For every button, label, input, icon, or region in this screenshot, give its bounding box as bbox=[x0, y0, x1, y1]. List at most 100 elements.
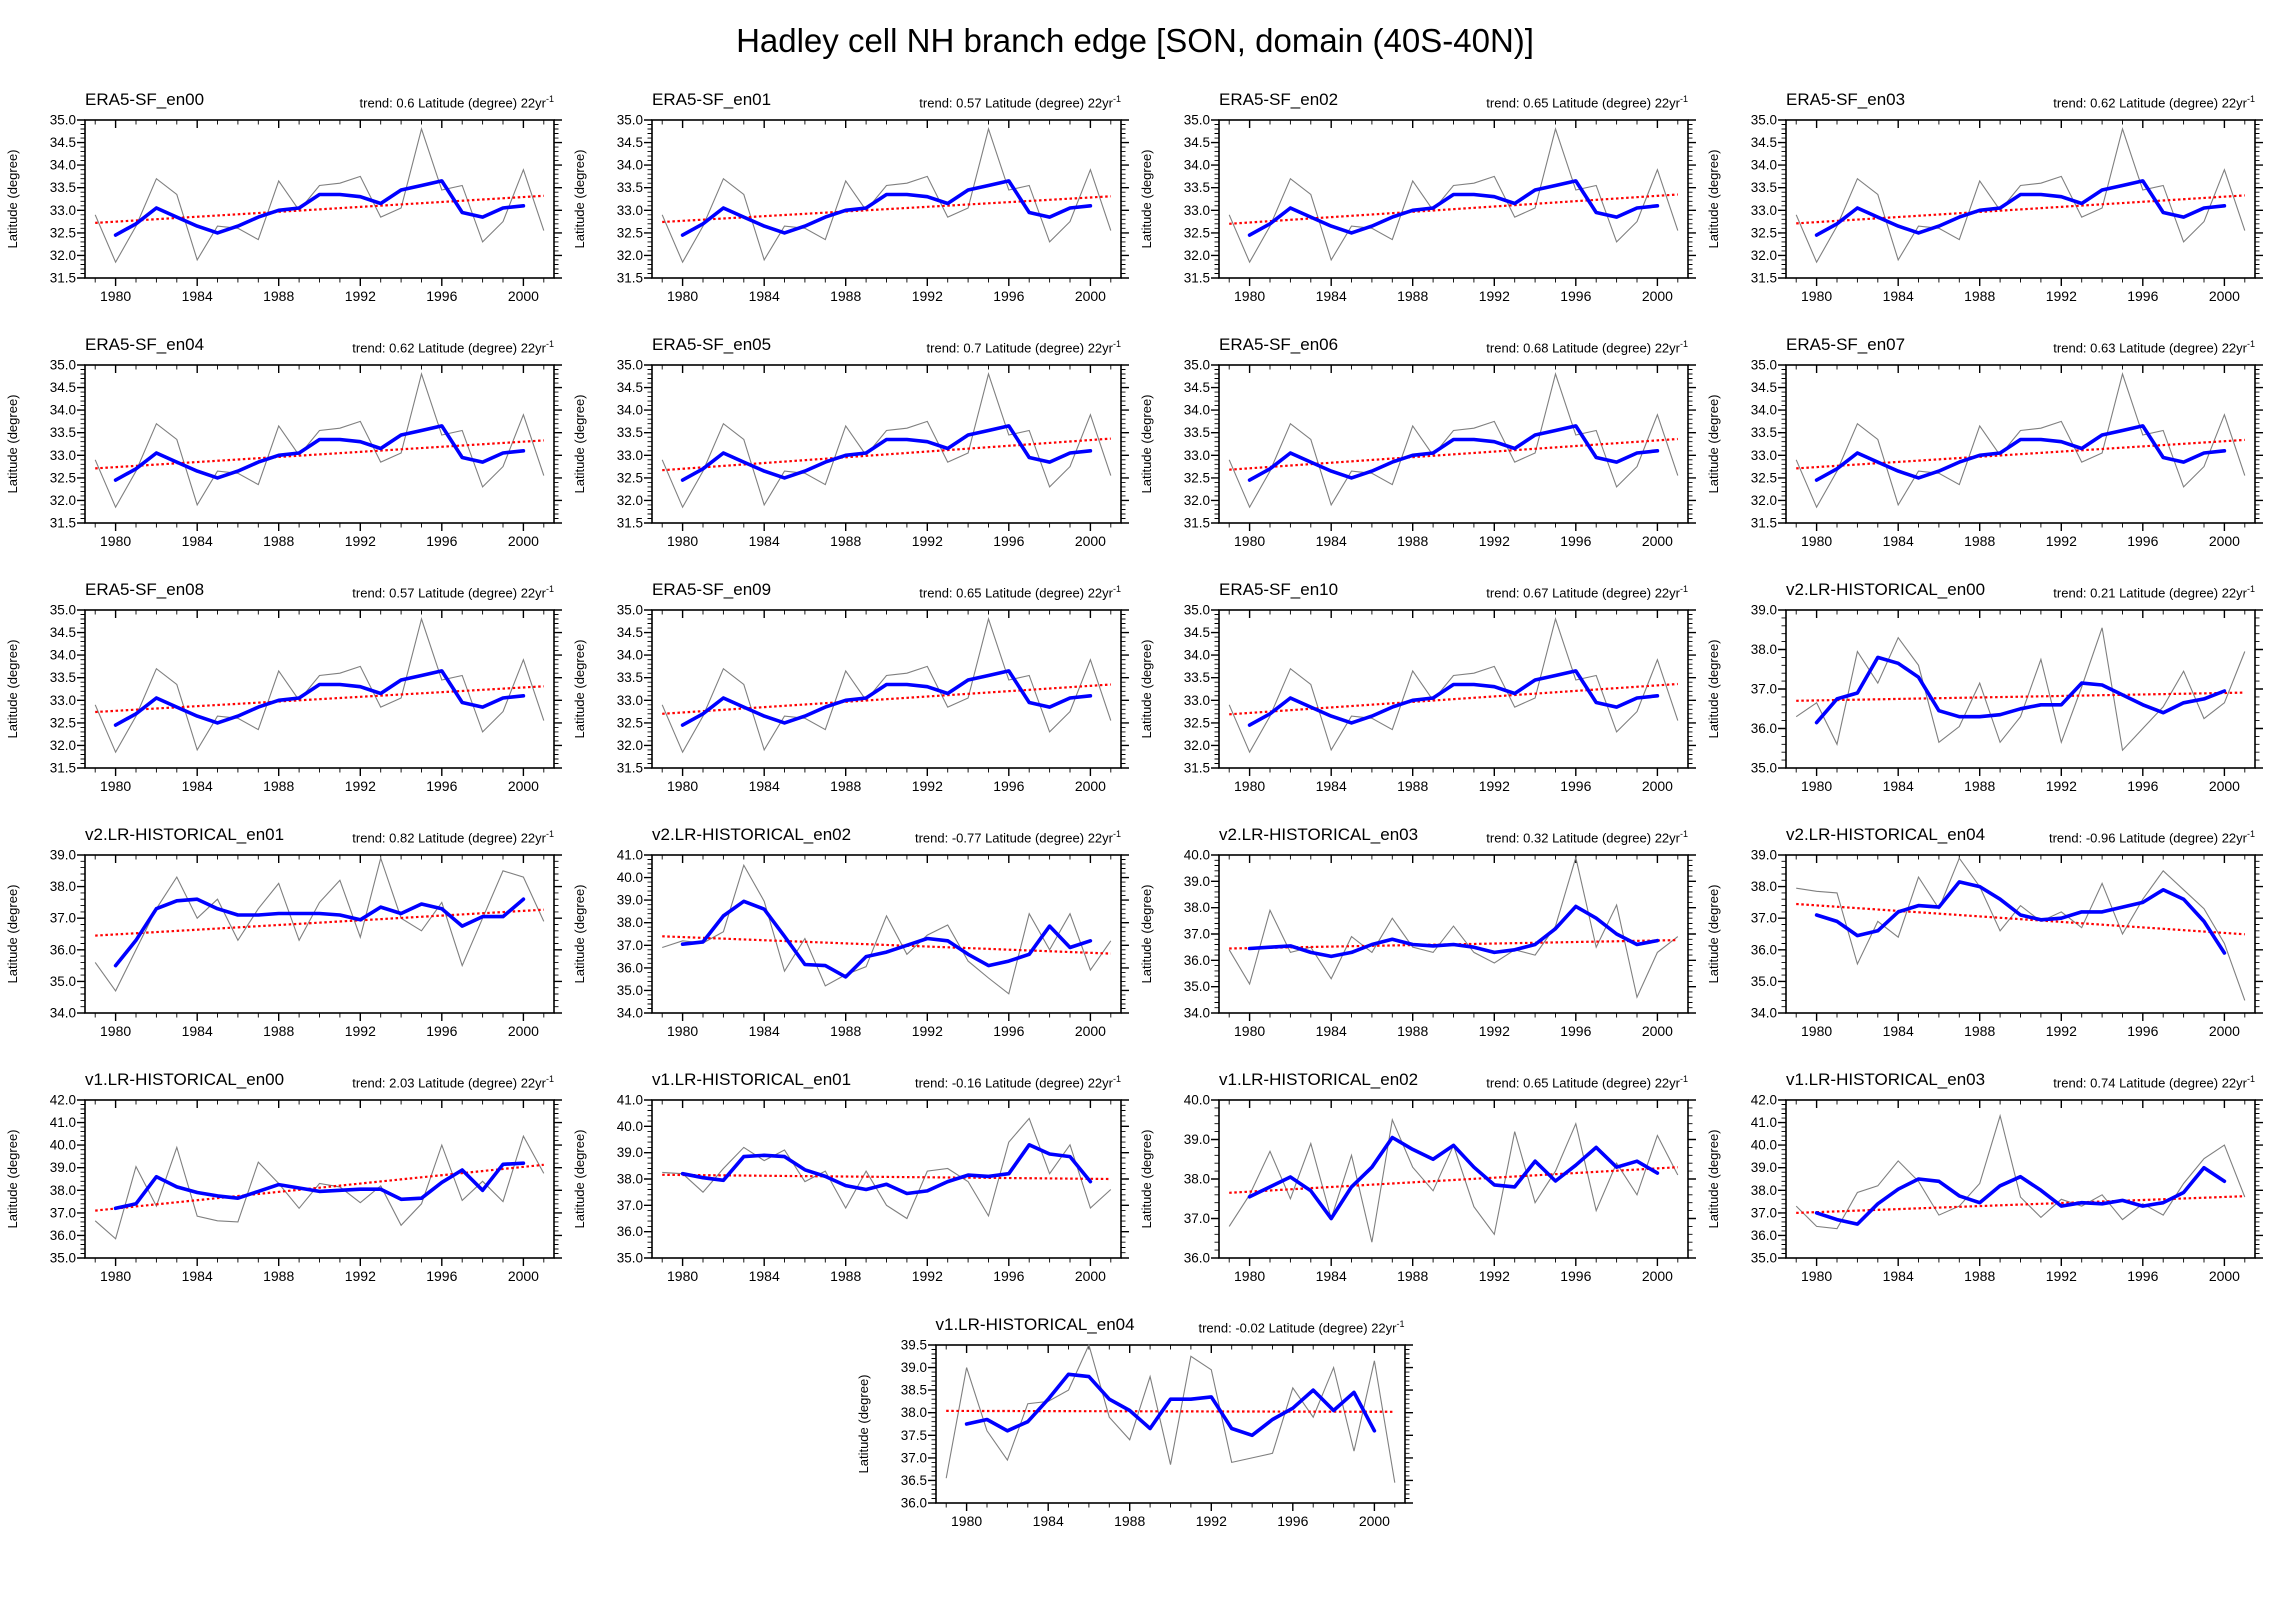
y-tick-label: 38.0 bbox=[50, 1183, 76, 1198]
x-tick-label: 1980 bbox=[1801, 1023, 1832, 1039]
plot-area: 1980 1984 1988 1992 1996 2000 34.0 35.0 36.0 37.0… bbox=[1706, 848, 2263, 1039]
y-tick-label: 33.5 bbox=[1184, 180, 1210, 195]
panel-title: v1.LR-HISTORICAL_en04 bbox=[935, 1315, 1135, 1334]
trend-line bbox=[95, 908, 544, 937]
y-axis-title: Latitude (degree) bbox=[1706, 1129, 1721, 1228]
x-tick-label: 1980 bbox=[100, 1023, 131, 1039]
x-tick-label: 1984 bbox=[182, 1023, 213, 1039]
smoothed-series-line bbox=[1247, 179, 1660, 237]
plot-box bbox=[651, 364, 1122, 524]
y-tick-label: 34.0 bbox=[1751, 403, 1777, 418]
major-ticks bbox=[1778, 609, 2263, 776]
x-tick-label: 1980 bbox=[1234, 288, 1265, 304]
x-tick-label: 1980 bbox=[1801, 533, 1832, 549]
smoothed-series-line bbox=[1247, 424, 1660, 482]
y-tick-label: 33.5 bbox=[1184, 425, 1210, 440]
y-tick-label: 32.5 bbox=[50, 715, 76, 730]
panel-title: v2.LR-HISTORICAL_en01 bbox=[85, 825, 285, 844]
trend-exponent: -1 bbox=[1112, 93, 1121, 104]
x-tick-label: 2000 bbox=[1075, 778, 1106, 794]
panel-row: v1.LR-HISTORICAL_en00 trend: 2.03 Latitu… bbox=[0, 1066, 2270, 1290]
chart-panel: ERA5-SF_en09 trend: 0.65 Latitude (degre… bbox=[568, 576, 1135, 800]
y-tick-label: 33.0 bbox=[50, 203, 76, 218]
x-tick-label: 2000 bbox=[1642, 1268, 1673, 1284]
y-tick-label: 37.0 bbox=[617, 1198, 643, 1213]
chart-panel: v1.LR-HISTORICAL_en02 trend: 0.65 Latitu… bbox=[1135, 1066, 1702, 1290]
panel-header: v1.LR-HISTORICAL_en01 trend: -0.16 Latit… bbox=[568, 1066, 1135, 1090]
raw-series-line bbox=[94, 1134, 545, 1240]
y-tick-label: 34.0 bbox=[1184, 158, 1210, 173]
y-axis-title: Latitude (degree) bbox=[1706, 639, 1721, 738]
y-axis-title: Latitude (degree) bbox=[1706, 884, 1721, 983]
plot-box bbox=[1785, 1099, 2256, 1259]
major-ticks bbox=[644, 854, 1129, 1021]
x-tick-label: 1992 bbox=[345, 1268, 376, 1284]
minor-ticks bbox=[1214, 610, 1693, 773]
y-tick-label: 38.0 bbox=[1751, 879, 1777, 894]
trend-exponent: -1 bbox=[1112, 1073, 1121, 1084]
trend-annotation: trend: 0.62 Latitude (degree) 22yr-1 bbox=[352, 338, 554, 355]
trend-exponent: -1 bbox=[1679, 338, 1688, 349]
x-tick-label: 1996 bbox=[993, 533, 1024, 549]
x-tick-label: 1988 bbox=[1397, 778, 1428, 794]
chart-panel: v2.LR-HISTORICAL_en02 trend: -0.77 Latit… bbox=[568, 821, 1135, 1045]
x-tick-label: 1988 bbox=[1397, 1023, 1428, 1039]
y-tick-label: 35.0 bbox=[50, 113, 76, 128]
y-tick-label: 34.5 bbox=[50, 380, 76, 395]
raw-series-line bbox=[945, 1343, 1395, 1483]
x-tick-label: 1988 bbox=[1964, 1023, 1995, 1039]
raw-series-line bbox=[661, 127, 1112, 264]
raw-series-line bbox=[661, 372, 1112, 509]
trend-exponent: -1 bbox=[2246, 828, 2255, 839]
minor-ticks bbox=[647, 120, 1126, 283]
y-tick-label: 36.0 bbox=[900, 1496, 926, 1511]
x-tick-label: 1984 bbox=[182, 533, 213, 549]
smoothed-series-line bbox=[1814, 1165, 2227, 1226]
panel-title: v2.LR-HISTORICAL_en03 bbox=[1219, 825, 1419, 844]
x-tick-label: 1992 bbox=[1479, 778, 1510, 794]
y-tick-label: 36.0 bbox=[50, 1228, 76, 1243]
trend-line bbox=[1229, 193, 1678, 225]
panel-title: v1.LR-HISTORICAL_en00 bbox=[85, 1070, 285, 1089]
x-tick-label: 1988 bbox=[263, 778, 294, 794]
smoothed-series-line bbox=[113, 179, 526, 237]
y-tick-label: 32.5 bbox=[1184, 715, 1210, 730]
x-tick-label: 2000 bbox=[1642, 1023, 1673, 1039]
panel-header: v1.LR-HISTORICAL_en03 trend: 0.74 Latitu… bbox=[1702, 1066, 2269, 1090]
y-tick-label: 42.0 bbox=[50, 1093, 76, 1108]
x-tick-label: 1984 bbox=[749, 1268, 780, 1284]
smoothed-series-line bbox=[680, 179, 1093, 237]
raw-series-line bbox=[1228, 372, 1679, 509]
y-axis-title: Latitude (degree) bbox=[1139, 639, 1154, 738]
x-tick-label: 1984 bbox=[1883, 288, 1914, 304]
x-tick-label: 2000 bbox=[1642, 533, 1673, 549]
smoothed-series-line bbox=[1814, 655, 2227, 725]
trend-exponent: -1 bbox=[1679, 93, 1688, 104]
plot-box bbox=[651, 1099, 1122, 1259]
trend-annotation: trend: -0.96 Latitude (degree) 22yr-1 bbox=[2048, 828, 2255, 845]
minor-ticks bbox=[1781, 365, 2260, 528]
x-tick-label: 1988 bbox=[263, 1268, 294, 1284]
trend-line bbox=[1229, 939, 1678, 950]
y-axis-title: Latitude (degree) bbox=[1706, 394, 1721, 493]
y-tick-label: 32.5 bbox=[617, 225, 643, 240]
x-tick-label: 1996 bbox=[993, 778, 1024, 794]
plot-area: 1980 1984 1988 1992 1996 2000 31.5 32.0 32.5 33.0… bbox=[1139, 603, 1696, 794]
smoothed-series-line bbox=[1247, 669, 1660, 727]
y-tick-label: 33.0 bbox=[50, 693, 76, 708]
y-tick-label: 41.0 bbox=[617, 848, 643, 863]
x-tick-label: 1988 bbox=[830, 288, 861, 304]
y-tick-label: 33.5 bbox=[50, 425, 76, 440]
smoothed-series-line bbox=[113, 424, 526, 482]
trend-line bbox=[662, 1173, 1111, 1181]
raw-series-line bbox=[1228, 127, 1679, 264]
panel-header: ERA5-SF_en09 trend: 0.65 Latitude (degre… bbox=[568, 576, 1135, 600]
x-tick-label: 1980 bbox=[667, 1268, 698, 1284]
y-tick-label: 35.0 bbox=[617, 358, 643, 373]
panel-title: ERA5-SF_en10 bbox=[1219, 580, 1339, 599]
smoothed-series-line bbox=[680, 669, 1093, 727]
panel-title: ERA5-SF_en00 bbox=[85, 90, 205, 109]
plot-area: 1980 1984 1988 1992 1996 2000 31.5 32.0 32.5 33.0… bbox=[572, 603, 1129, 794]
major-ticks bbox=[1778, 119, 2263, 286]
x-tick-label: 1992 bbox=[912, 778, 943, 794]
